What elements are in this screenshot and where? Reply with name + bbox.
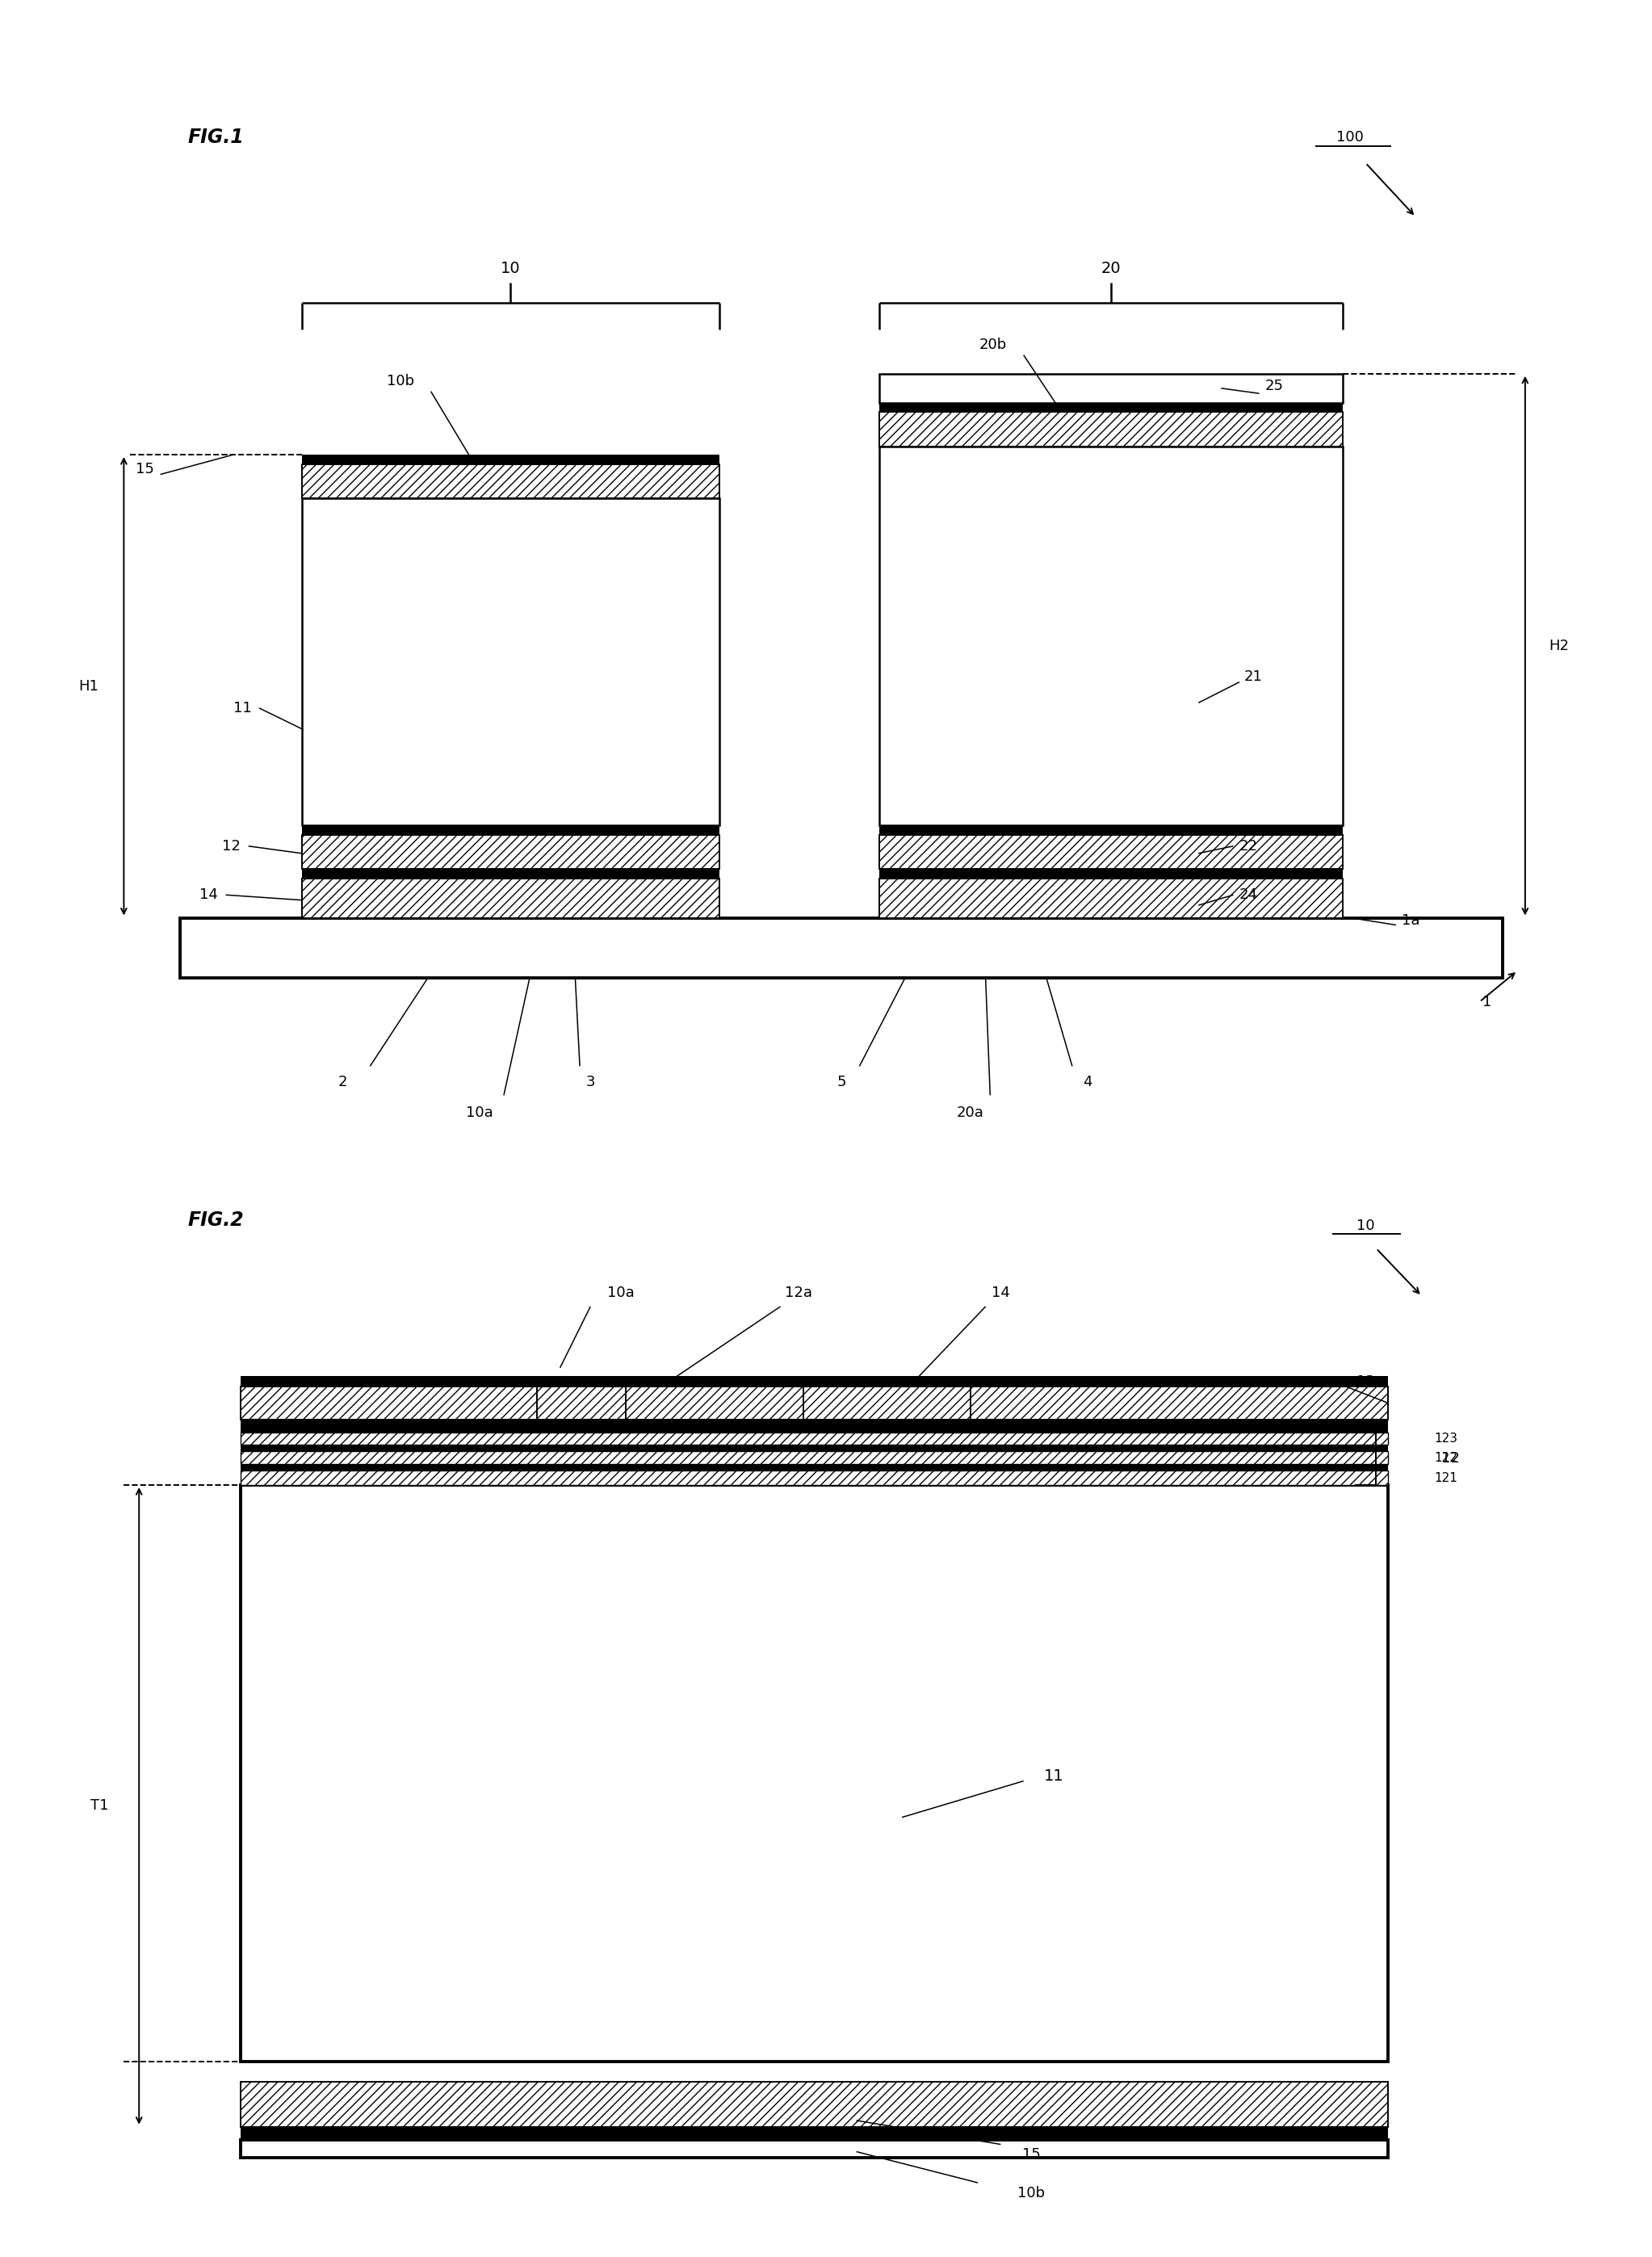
- Bar: [302, 835, 720, 869]
- Bar: [241, 1472, 1388, 1485]
- Bar: [241, 2081, 1388, 2126]
- Bar: [241, 1433, 1388, 1444]
- Bar: [879, 826, 1343, 835]
- Text: 1: 1: [1482, 995, 1492, 1009]
- Text: H1: H1: [79, 679, 99, 693]
- Text: 100: 100: [1336, 129, 1365, 144]
- Bar: [803, 1377, 970, 1386]
- Bar: [180, 919, 1502, 977]
- Text: 121: 121: [1434, 1472, 1457, 1483]
- Bar: [879, 375, 1343, 402]
- Text: 4: 4: [1082, 1074, 1092, 1090]
- Bar: [241, 1465, 1388, 1472]
- Bar: [241, 2140, 1388, 2158]
- Text: 1a: 1a: [1403, 914, 1421, 928]
- Bar: [241, 2126, 1388, 2140]
- Text: 3: 3: [586, 1074, 595, 1090]
- Text: 14: 14: [991, 1286, 1009, 1300]
- Text: 12a: 12a: [785, 1286, 813, 1300]
- Bar: [302, 826, 720, 835]
- Bar: [302, 465, 720, 499]
- Text: 10b: 10b: [1018, 2185, 1046, 2201]
- Text: 122: 122: [1434, 1451, 1457, 1465]
- Bar: [879, 835, 1343, 869]
- Text: 12: 12: [223, 840, 241, 853]
- Text: 10a: 10a: [608, 1286, 634, 1300]
- Text: 15: 15: [1023, 2146, 1041, 2162]
- Bar: [537, 1386, 626, 1420]
- Text: FIG.2: FIG.2: [188, 1210, 244, 1230]
- Bar: [241, 1377, 1388, 1386]
- Text: 13: 13: [1356, 1375, 1374, 1388]
- Text: 10a: 10a: [466, 1106, 492, 1119]
- Bar: [537, 1377, 626, 1386]
- Bar: [302, 499, 720, 826]
- Text: 10b: 10b: [387, 375, 415, 388]
- Text: FIG.1: FIG.1: [188, 126, 244, 147]
- Bar: [241, 1420, 1388, 1433]
- Text: 14: 14: [200, 887, 218, 903]
- Text: 123: 123: [1434, 1433, 1457, 1444]
- Text: 10: 10: [501, 262, 520, 278]
- Bar: [879, 878, 1343, 919]
- Bar: [879, 447, 1343, 826]
- Text: 24: 24: [1239, 887, 1257, 903]
- Bar: [803, 1386, 970, 1420]
- Bar: [302, 869, 720, 878]
- Bar: [302, 454, 720, 465]
- Bar: [879, 402, 1343, 413]
- Bar: [241, 1386, 1388, 1420]
- Text: H2: H2: [1548, 639, 1569, 652]
- Text: 10: 10: [1356, 1219, 1374, 1232]
- Bar: [241, 1451, 1388, 1465]
- Text: 11: 11: [1044, 1767, 1064, 1783]
- Bar: [241, 1444, 1388, 1451]
- Text: T1: T1: [91, 1799, 109, 1812]
- Text: 21: 21: [1244, 670, 1262, 684]
- Text: 15: 15: [135, 463, 154, 476]
- Text: 11: 11: [233, 700, 251, 715]
- Text: 25: 25: [1265, 379, 1284, 393]
- Text: 20a: 20a: [957, 1106, 985, 1119]
- Text: 22: 22: [1239, 840, 1257, 853]
- Bar: [879, 413, 1343, 447]
- Text: 5: 5: [836, 1074, 846, 1090]
- Bar: [241, 1485, 1388, 2061]
- Text: 20b: 20b: [980, 336, 1008, 352]
- Text: 2: 2: [339, 1074, 347, 1090]
- Text: 12: 12: [1442, 1451, 1460, 1465]
- Bar: [302, 878, 720, 919]
- Text: 20: 20: [1100, 262, 1122, 278]
- Bar: [879, 869, 1343, 878]
